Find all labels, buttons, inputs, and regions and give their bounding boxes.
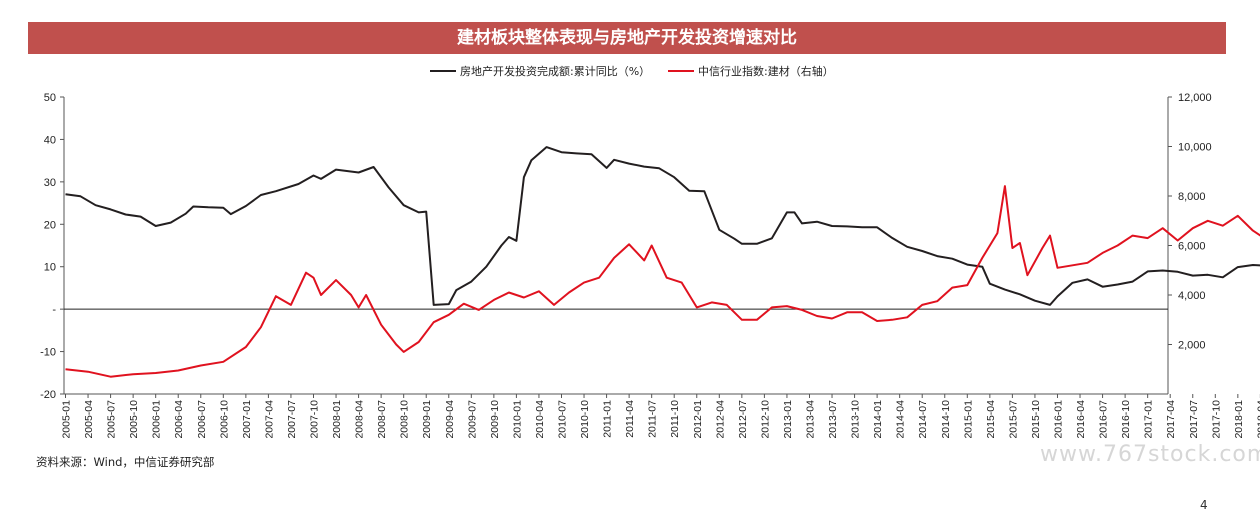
- x-axis-tick-label: 2006-04: [173, 400, 185, 439]
- x-axis-tick-label: 2014-01: [872, 400, 884, 439]
- x-axis-tick-label: 2017-04: [1165, 400, 1177, 439]
- x-axis-tick-label: 2005-01: [61, 400, 73, 439]
- x-axis-tick-label: 2009-10: [489, 400, 501, 439]
- right-axis-tick-label: 6,000: [1178, 241, 1206, 253]
- x-axis-tick-label: 2011-10: [669, 400, 681, 438]
- source-note: 资料来源：Wind，中信证券研究部: [36, 455, 215, 469]
- x-axis-tick-label: 2006-07: [196, 400, 208, 439]
- left-axis-tick-label: 50: [44, 92, 56, 104]
- right-axis-tick-label: 2,000: [1178, 340, 1206, 352]
- x-axis-tick-label: 2008-04: [354, 400, 366, 439]
- x-axis-tick-label: 2013-10: [850, 400, 862, 439]
- right-axis-tick-label: 8,000: [1178, 191, 1206, 203]
- x-axis-tick-label: 2017-07: [1188, 400, 1200, 439]
- x-axis-tick-label: 2015-07: [1007, 400, 1019, 439]
- x-axis-tick-label: 2010-04: [534, 400, 546, 439]
- x-axis-tick-label: 2014-04: [895, 400, 907, 439]
- left-axis-tick-label: 30: [44, 177, 56, 189]
- x-axis-tick-label: 2005-07: [106, 400, 118, 439]
- x-axis-tick-label: 2018-01: [1233, 400, 1245, 439]
- x-axis-tick-label: 2009-04: [444, 400, 456, 439]
- x-axis-tick-label: 2015-10: [1030, 400, 1042, 439]
- x-axis-tick-label: 2008-01: [331, 400, 343, 439]
- page-number: 4: [1200, 498, 1208, 512]
- x-axis-tick-label: 2012-04: [714, 400, 726, 439]
- x-axis-tick-label: 2016-07: [1098, 400, 1110, 439]
- x-axis-tick-label: 2011-04: [624, 400, 636, 438]
- x-axis-tick-label: 2009-07: [466, 400, 478, 439]
- x-axis-tick-label: 2007-04: [263, 400, 275, 439]
- x-axis-tick-label: 2006-01: [151, 400, 163, 439]
- x-axis-tick-label: 2015-04: [985, 400, 997, 439]
- legend-swatch-black: [430, 70, 456, 72]
- x-axis-tick-label: 2012-10: [759, 400, 771, 439]
- x-axis-tick-label: 2016-04: [1075, 400, 1087, 439]
- x-axis-tick-label: 2007-01: [241, 400, 253, 439]
- legend-label-building-materials: 中信行业指数:建材（右轴）: [698, 65, 834, 78]
- x-axis-tick-label: 2017-01: [1143, 400, 1155, 439]
- legend-swatch-red: [668, 70, 694, 72]
- left-axis-tick-label: 40: [44, 134, 56, 146]
- x-axis-tick-label: 2013-04: [804, 400, 816, 439]
- legend-item-investment: 房地产开发投资完成额:累计同比（%）: [430, 63, 650, 79]
- legend-item-building-materials: 中信行业指数:建材（右轴）: [668, 63, 834, 79]
- x-axis-tick-label: 2007-07: [286, 400, 298, 439]
- x-axis-tick-label: 2010-07: [556, 400, 568, 439]
- x-axis-tick-label: 2013-01: [782, 400, 794, 439]
- chart-title-banner: 建材板块整体表现与房地产开发投资增速对比: [28, 22, 1226, 54]
- x-axis-tick-label: 2008-10: [399, 400, 411, 439]
- x-axis-tick-label: 2014-10: [940, 400, 952, 439]
- series-line-investment: [65, 146, 1260, 306]
- x-axis-tick-label: 2011-07: [647, 400, 659, 438]
- right-axis-tick-label: 10,000: [1178, 142, 1212, 154]
- left-axis-tick-label: -10: [40, 347, 56, 359]
- x-axis-tick-label: 2010-10: [579, 400, 591, 439]
- series-line-building-materials: [65, 185, 1260, 378]
- x-axis-tick-label: 2006-10: [218, 400, 230, 439]
- x-axis-tick-label: 2005-10: [128, 400, 140, 439]
- legend-label-investment: 房地产开发投资完成额:累计同比（%）: [460, 65, 651, 78]
- x-axis-tick-label: 2015-01: [962, 400, 974, 439]
- x-axis-tick-label: 2016-01: [1052, 400, 1064, 439]
- x-axis-tick-label: 2011-01: [602, 400, 614, 438]
- chart-title: 建材板块整体表现与房地产开发投资增速对比: [457, 28, 797, 48]
- x-axis-tick-label: 2012-01: [692, 400, 704, 439]
- x-axis-tick-label: 2014-07: [917, 400, 929, 439]
- right-axis-tick-label: 12,000: [1178, 92, 1212, 104]
- x-axis-tick-label: 2007-10: [308, 400, 320, 439]
- left-axis-tick-label: 20: [44, 219, 56, 231]
- x-axis-tick-label: 2009-01: [421, 400, 433, 439]
- left-axis-tick-label: -: [52, 304, 56, 316]
- right-axis-tick-label: 4,000: [1178, 290, 1206, 302]
- x-axis-tick-label: 2017-10: [1210, 400, 1222, 439]
- left-axis-tick-label: -20: [40, 389, 56, 401]
- x-axis-tick-label: 2016-10: [1120, 400, 1132, 439]
- x-axis-tick-label: 2005-04: [83, 400, 95, 439]
- x-axis-tick-label: 2012-07: [737, 400, 749, 439]
- x-axis-tick-label: 2010-01: [511, 400, 523, 439]
- x-axis-tick-label: 2013-07: [827, 400, 839, 439]
- watermark: www.767stock.com: [1040, 442, 1260, 467]
- x-axis-tick-label: 2018-04: [1255, 400, 1260, 439]
- left-axis-tick-label: 10: [44, 262, 56, 274]
- x-axis-tick-label: 2008-07: [376, 400, 388, 439]
